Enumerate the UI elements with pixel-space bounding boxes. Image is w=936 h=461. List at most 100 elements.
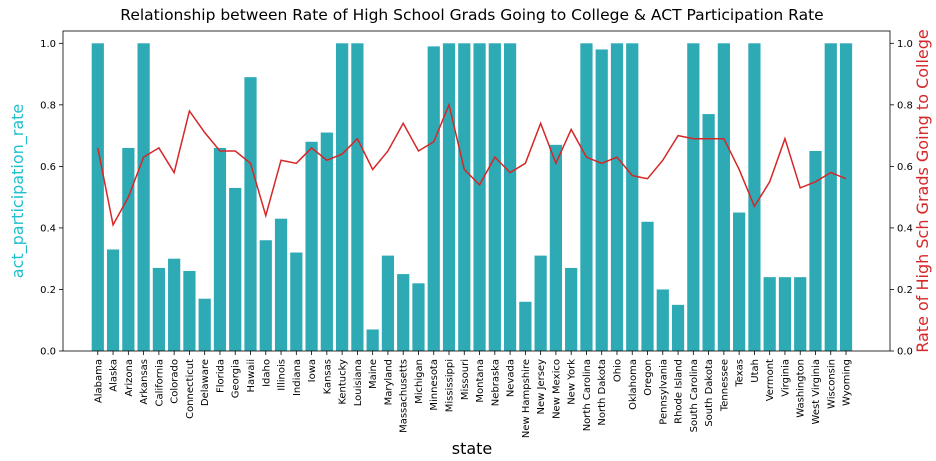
x-tick-label: Illinois bbox=[277, 359, 288, 391]
bar bbox=[183, 271, 196, 351]
x-tick-label: Texas bbox=[735, 359, 746, 388]
x-tick-label: North Carolina bbox=[582, 359, 593, 431]
bar bbox=[122, 147, 135, 351]
bar bbox=[442, 43, 456, 352]
plot-frame bbox=[62, 30, 891, 352]
bar bbox=[351, 43, 364, 352]
y-tick-label-right: 0.6 bbox=[897, 162, 913, 173]
y-tick-label-right: 0.8 bbox=[897, 100, 913, 111]
x-tick-label: Alaska bbox=[109, 359, 120, 392]
bar bbox=[290, 252, 303, 351]
x-tick-label: Pennsylvania bbox=[658, 359, 669, 425]
x-tick-label: Minnesota bbox=[429, 359, 440, 411]
x-tick-label: California bbox=[154, 359, 165, 407]
x-tick-label: Montana bbox=[475, 359, 486, 403]
bar bbox=[397, 274, 410, 351]
bar bbox=[381, 255, 395, 351]
y-axis-label-left: act_participation_rate bbox=[8, 104, 28, 278]
bar bbox=[168, 258, 181, 351]
bar bbox=[534, 255, 547, 351]
y-axis-label-right: Rate of High Sch Grads Going to College bbox=[913, 29, 932, 353]
x-tick-label: Mississippi bbox=[445, 359, 456, 412]
x-tick-label: Utah bbox=[750, 359, 761, 383]
x-tick-label: South Dakota bbox=[704, 359, 715, 427]
y-tick-label-left: 0.2 bbox=[40, 285, 56, 296]
y-tick-label-right: 0.4 bbox=[897, 223, 913, 234]
line-layer bbox=[97, 102, 847, 228]
bar bbox=[336, 43, 349, 352]
bar bbox=[458, 43, 471, 352]
y-tick-label-left: 1.0 bbox=[40, 39, 56, 50]
x-tick-label: Arkansas bbox=[139, 359, 150, 405]
x-tick-label: Oregon bbox=[643, 359, 654, 396]
y-tick-label-right: 1.0 bbox=[897, 39, 913, 50]
x-tick-label: Wyoming bbox=[842, 359, 853, 406]
bar bbox=[839, 43, 853, 352]
x-tick-label: New York bbox=[567, 359, 578, 405]
x-tick-label: Michigan bbox=[414, 359, 425, 404]
bar bbox=[259, 240, 272, 351]
x-tick-label: Rhode Island bbox=[674, 359, 685, 424]
bar bbox=[137, 43, 150, 352]
bar bbox=[427, 46, 440, 352]
x-tick-label: Virginia bbox=[780, 359, 791, 397]
x-tick-label: Ohio bbox=[612, 359, 623, 382]
x-tick-label: Nebraska bbox=[490, 359, 501, 406]
x-tick-label: Colorado bbox=[170, 359, 181, 404]
bar bbox=[671, 304, 685, 351]
x-tick-label: Indiana bbox=[292, 359, 303, 396]
bar bbox=[488, 43, 501, 352]
x-tick-label: Washington bbox=[796, 359, 807, 418]
x-tick-label: Massachusetts bbox=[399, 359, 410, 433]
x-tick-label: Missouri bbox=[460, 359, 471, 400]
x-tick-label: Wisconsin bbox=[826, 359, 837, 409]
x-tick-label: West Virginia bbox=[811, 359, 822, 424]
x-tick-label: New Jersey bbox=[536, 359, 547, 415]
x-tick-label: New Hampshire bbox=[521, 359, 532, 438]
bar bbox=[305, 141, 318, 351]
x-tick-label: Alabama bbox=[93, 359, 104, 403]
x-tick-label: Florida bbox=[215, 359, 226, 393]
bar bbox=[626, 43, 639, 352]
x-tick-label: Vermont bbox=[765, 359, 776, 401]
y-tick-label-right: 0.2 bbox=[897, 285, 913, 296]
y-tick-label-left: 0.0 bbox=[40, 347, 56, 358]
y-axis-right: 0.0 0.2 0.4 0.6 0.8 1.0 bbox=[890, 39, 913, 358]
x-tick-label: Georgia bbox=[231, 359, 242, 398]
y-axis-left: 0.0 0.2 0.4 0.6 0.8 1.0 bbox=[40, 39, 63, 358]
bar bbox=[565, 267, 578, 351]
x-tick-label: Hawaii bbox=[246, 359, 257, 393]
x-tick-label: Arizona bbox=[124, 359, 135, 397]
bar bbox=[580, 43, 593, 352]
x-tick-label: Maryland bbox=[383, 359, 394, 405]
x-tick-label: Louisiana bbox=[353, 359, 364, 406]
x-tick-label: Nevada bbox=[506, 359, 517, 397]
bar bbox=[733, 212, 746, 351]
bar bbox=[794, 277, 807, 351]
bar bbox=[748, 43, 761, 352]
bar bbox=[702, 114, 715, 351]
college-rate-line bbox=[97, 102, 847, 228]
x-tick-label: South Carolina bbox=[689, 359, 700, 432]
x-tick-label: Kansas bbox=[322, 359, 333, 394]
y-tick-label-left: 0.6 bbox=[40, 162, 56, 173]
x-tick-label: Delaware bbox=[200, 359, 211, 406]
bar bbox=[656, 289, 669, 351]
y-tick-label-left: 0.4 bbox=[40, 223, 56, 234]
x-tick-label: Iowa bbox=[307, 359, 318, 382]
bar bbox=[198, 298, 211, 351]
bar bbox=[274, 218, 288, 351]
bar bbox=[152, 267, 165, 351]
bar bbox=[763, 277, 776, 351]
x-tick-label: Oklahoma bbox=[628, 359, 639, 410]
bar bbox=[366, 329, 379, 351]
bar bbox=[687, 43, 700, 352]
bar bbox=[809, 151, 822, 351]
x-tick-label: Tennessee bbox=[719, 359, 730, 412]
bar bbox=[244, 77, 257, 352]
bar bbox=[610, 43, 624, 352]
bar bbox=[641, 221, 654, 351]
bar bbox=[503, 43, 517, 352]
bar bbox=[229, 187, 242, 351]
